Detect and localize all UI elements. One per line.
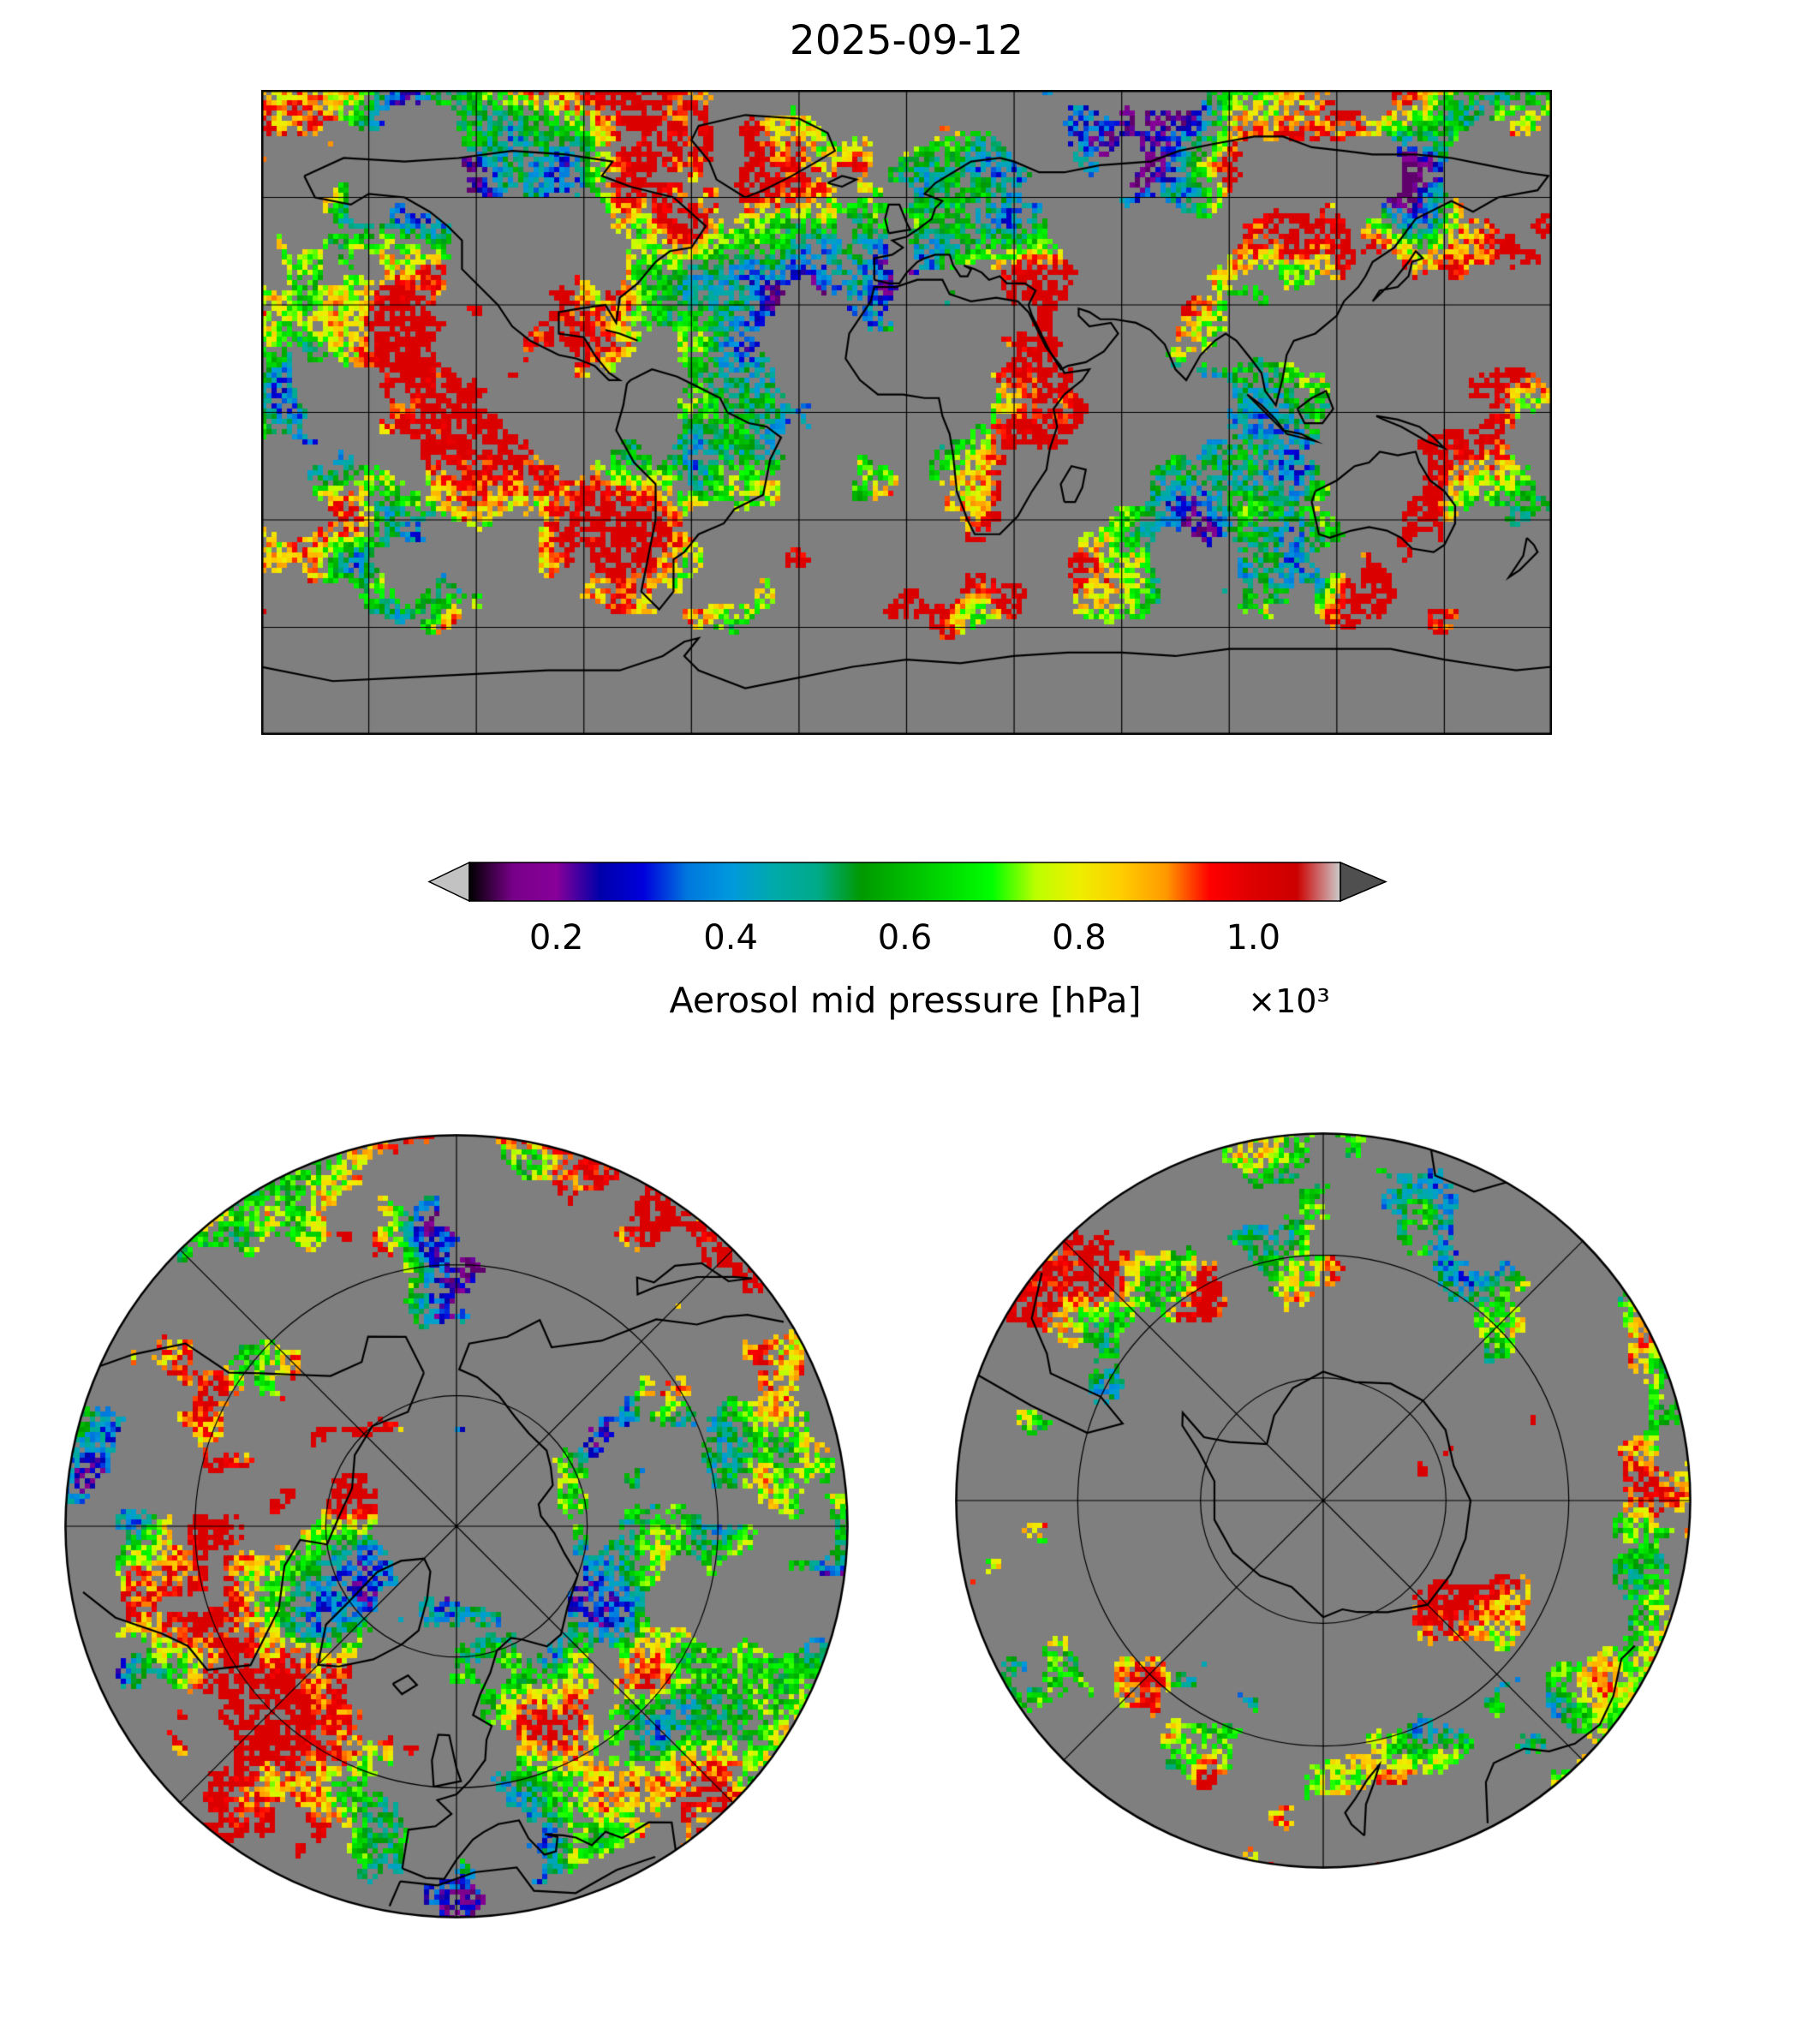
colorbar-gradient-bar [468, 862, 1341, 902]
colorbar-tick-label: 0.8 [1052, 918, 1107, 958]
north-polar-map-canvas [64, 1134, 849, 1919]
colorbar-tick-label: 0.6 [877, 918, 933, 958]
colorbar-over-arrow [1340, 862, 1387, 902]
colorbar-tick-label: 1.0 [1226, 918, 1281, 958]
colorbar-label: Aerosol mid pressure [hPa] [669, 980, 1142, 1021]
colorbar-tick-label: 0.4 [703, 918, 758, 958]
colorbar-under-arrow [427, 862, 470, 902]
colorbar-offset-text: ×10³ [1248, 982, 1330, 1020]
colorbar [427, 862, 1387, 902]
figure-title: 2025-09-12 [789, 17, 1024, 64]
south-polar-map-canvas [955, 1132, 1692, 1869]
global-map-canvas [261, 90, 1552, 735]
colorbar-tick-label: 0.2 [528, 918, 584, 958]
